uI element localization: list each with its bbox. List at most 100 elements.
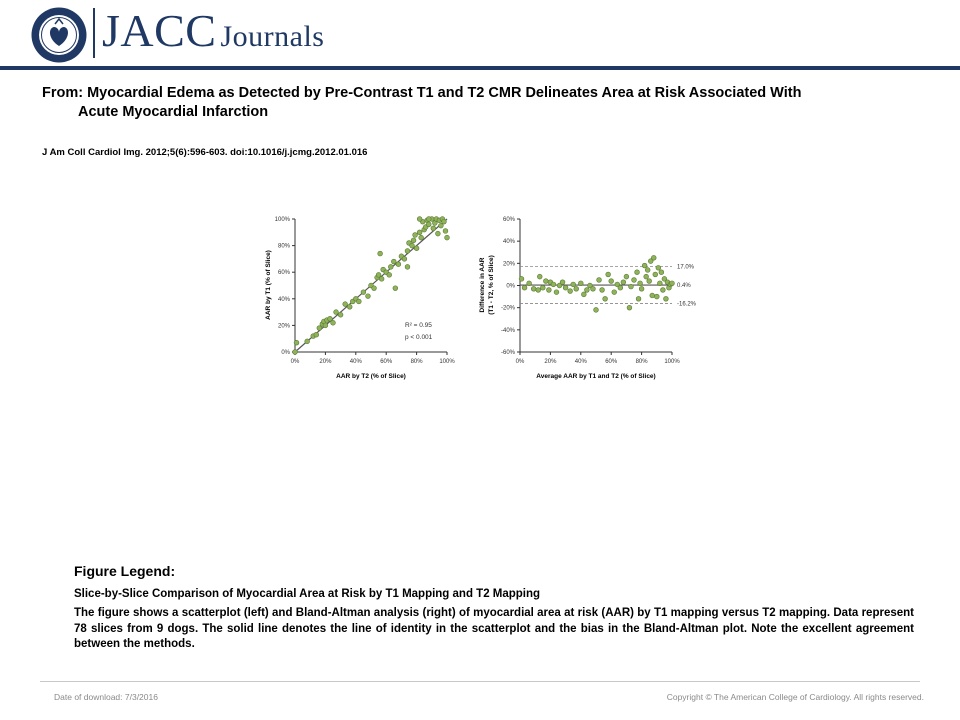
right-data-point (553, 289, 560, 295)
left-data-point (442, 228, 449, 234)
right-data-point (573, 286, 579, 292)
right-data-point (602, 296, 608, 302)
left-data-point (418, 234, 424, 241)
right-points (518, 255, 675, 313)
brand-logo: JACC Journals (102, 4, 324, 57)
left-x-tick-label: 40% (350, 359, 363, 365)
p-annotation: p < 0.001 (405, 334, 433, 341)
right-data-point (648, 258, 654, 264)
right-x-label: Average AAR by T1 and T2 (% of Slice) (536, 373, 655, 380)
left-data-point (401, 256, 408, 262)
brand-suffix: Journals (220, 20, 325, 53)
download-date: Date of download: 7/3/2016 (54, 692, 158, 702)
brand-divider (93, 8, 95, 58)
left-data-point (438, 222, 444, 229)
left-data-point (322, 322, 329, 329)
right-data-point (623, 273, 630, 280)
right-data-point (570, 281, 576, 288)
right-x-ticks: 0% 20% 40% 60% 80% 100% (516, 352, 680, 365)
left-x-tick-label: 100% (439, 359, 455, 365)
citation-title: From: Myocardial Edema as Detected by Pr… (42, 84, 922, 122)
left-data-point (392, 285, 399, 291)
figure-panel: 0% 20% 40% 60% 80% 100% 0% 20% 40% 60% 80% 100% R²… (240, 205, 700, 405)
right-data-point (617, 285, 624, 291)
right-data-point (530, 286, 537, 292)
left-x-tick-label: 60% (380, 359, 393, 365)
left-data-point (416, 216, 423, 222)
left-data-point (371, 285, 377, 291)
left-data-point (426, 216, 432, 222)
right-data-point (605, 271, 611, 278)
right-data-point (628, 283, 634, 290)
right-x-tick-label: 60% (605, 359, 618, 365)
right-data-point (655, 265, 662, 271)
right-x-tick-label: 40% (575, 359, 588, 365)
left-data-point (293, 339, 300, 346)
left-data-point (391, 258, 397, 265)
left-data-point (395, 261, 402, 267)
right-data-point (581, 291, 587, 298)
citation-title-line2: Acute Myocardial Infarction (78, 104, 269, 120)
right-data-point (646, 278, 652, 284)
left-data-point (444, 234, 450, 241)
right-data-point (641, 262, 648, 269)
right-x-tick-label: 0% (516, 359, 525, 365)
left-data-point (409, 242, 415, 249)
left-data-point (356, 298, 362, 305)
right-data-point (540, 285, 546, 291)
left-data-point (412, 232, 418, 238)
right-data-point (535, 287, 541, 293)
left-data-point (313, 332, 319, 338)
left-data-point (360, 289, 367, 295)
right-data-point (526, 280, 532, 286)
left-data-point (404, 264, 411, 270)
left-data-point (365, 293, 371, 299)
right-data-point (657, 280, 663, 286)
right-data-point (638, 286, 645, 292)
bland-altman-plot: -60% -40% -20% 0% 20% 40% 60% 0% 20% 40% 60% 80% 10… (479, 217, 697, 380)
right-y-label-line2: (T1 - T2, % of Slice) (488, 255, 495, 315)
header-bar (0, 66, 960, 70)
legend-body: The figure shows a scatterplot (left) an… (74, 607, 914, 650)
right-data-point (620, 279, 627, 285)
left-data-point (441, 218, 447, 225)
left-data-point (377, 250, 383, 257)
left-data-point (386, 272, 392, 278)
right-data-point (651, 255, 657, 261)
left-y-label: AAR by T1 (% of Slice) (265, 250, 272, 320)
right-data-point (578, 280, 584, 286)
copyright-notice: Copyright © The American College of Card… (666, 692, 924, 702)
left-y-tick-label: 20% (278, 323, 291, 329)
legend-title: Slice-by-Slice Comparison of Myocardial … (74, 588, 541, 600)
left-data-point (404, 248, 411, 254)
right-data-point (556, 282, 563, 289)
right-x-tick-label: 20% (544, 359, 557, 365)
right-y-tick-label: 40% (503, 239, 516, 245)
left-x-tick-label: 20% (319, 359, 332, 365)
left-data-point (426, 221, 432, 228)
right-data-point (567, 288, 573, 294)
figure-charts: 0% 20% 40% 60% 80% 100% 0% 20% 40% 60% 80% 100% R²… (265, 216, 697, 380)
right-data-point (634, 269, 640, 275)
left-data-point (388, 264, 394, 270)
left-data-point (327, 316, 333, 322)
left-points (292, 216, 450, 355)
right-data-point (669, 280, 675, 286)
left-data-point (416, 229, 423, 235)
right-x-tick-label: 80% (636, 359, 649, 365)
left-data-point (333, 309, 339, 315)
left-y-tick-label: 0% (281, 350, 290, 356)
left-data-point (292, 349, 298, 355)
left-y-tick-label: 40% (278, 297, 291, 303)
right-data-point (593, 307, 599, 313)
left-data-point (347, 304, 353, 310)
left-data-point (342, 301, 348, 307)
right-y-tick-label: 20% (503, 261, 516, 267)
right-data-point (587, 282, 593, 289)
right-data-point (562, 285, 569, 291)
right-data-point (611, 289, 617, 295)
right-data-point (590, 286, 596, 292)
right-y-tick-label: -20% (501, 306, 516, 312)
citation-reference: J Am Coll Cardiol Img. 2012;5(6):596-603… (42, 147, 368, 158)
right-y-ticks: -60% -40% -20% 0% 20% 40% 60% (501, 217, 520, 356)
